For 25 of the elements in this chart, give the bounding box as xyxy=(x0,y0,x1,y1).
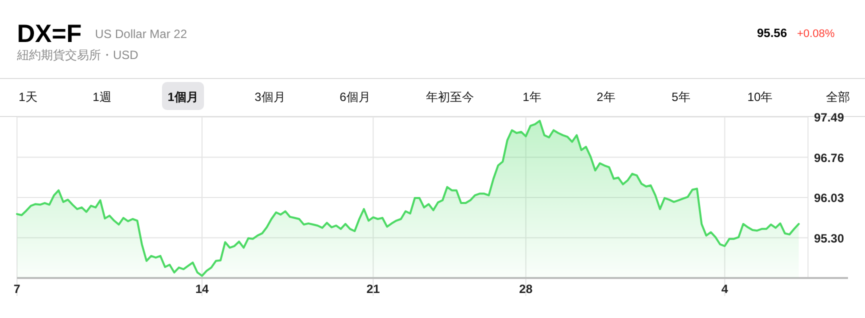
text: 2年 xyxy=(596,90,616,104)
y-tick-label: 95.30 xyxy=(814,231,844,246)
text: +0.08% xyxy=(797,28,835,40)
x-tick-label: 4 xyxy=(721,282,728,296)
text: 1年 xyxy=(522,90,542,104)
text: 10年 xyxy=(747,90,773,104)
y-tick-label: 97.49 xyxy=(814,110,844,124)
text: 1天 xyxy=(18,90,38,104)
text: 5年 xyxy=(672,90,690,104)
text: 年初至今 xyxy=(426,90,474,104)
text: 紐約期貨交易所・USD xyxy=(16,48,139,62)
text: 3個月 xyxy=(254,90,286,104)
text: 95.56 xyxy=(756,26,788,40)
x-tick-label: 14 xyxy=(195,282,210,296)
y-tick-label: 96.76 xyxy=(814,150,844,165)
x-tick-label: 7 xyxy=(14,282,21,296)
x-tick-label: 21 xyxy=(366,282,380,296)
x-tick-label: 28 xyxy=(519,282,533,296)
text: 1個月 xyxy=(168,90,198,104)
y-tick-label: 96.03 xyxy=(814,191,844,205)
text: 6個月 xyxy=(340,90,370,104)
text: 1週 xyxy=(92,90,112,104)
text: 全部 xyxy=(826,90,850,104)
chart-title: DX=F xyxy=(17,20,82,48)
chart-subtitle: US Dollar Mar 22 xyxy=(95,27,188,41)
